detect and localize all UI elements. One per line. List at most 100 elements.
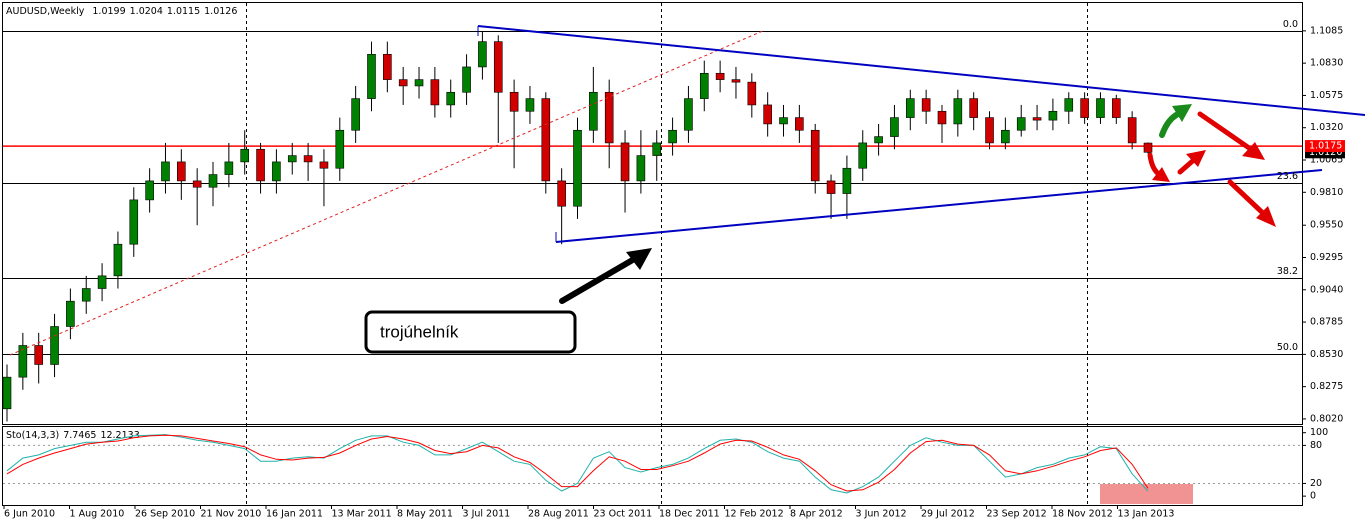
candle-body	[557, 180, 566, 207]
x-tick-label: 23 Oct 2011	[594, 509, 653, 520]
candle-body	[1143, 142, 1153, 153]
candle-body	[272, 161, 281, 182]
candle-body	[113, 243, 123, 277]
arrow-down	[1227, 179, 1269, 219]
y-tick-label: 1.0320	[1310, 122, 1343, 133]
main-panel	[2, 2, 1303, 425]
arrow-down-head	[1242, 142, 1265, 160]
indicator-header: Sto(14,3,3) 7.7465 12.2133	[6, 430, 140, 441]
arrow-down	[1197, 111, 1255, 153]
x-tick-label: 21 Nov 2010	[201, 509, 262, 520]
fib-label: 23.6	[1277, 171, 1298, 182]
indicator-tick-label: 80	[1310, 440, 1322, 451]
y-tick-label: 0.9810	[1310, 187, 1343, 198]
indicator-tick-label: 100	[1310, 427, 1328, 438]
candle-body	[18, 345, 28, 378]
candle-body	[367, 53, 376, 99]
candle-body	[874, 136, 883, 144]
candle-body	[1032, 117, 1042, 121]
candle-body	[50, 326, 59, 365]
candle-body	[335, 129, 345, 169]
candle-body	[668, 129, 677, 144]
y-tick-label: 1.0575	[1310, 90, 1343, 101]
candle-body	[589, 91, 598, 131]
candle-body	[1048, 110, 1058, 121]
candle-body	[699, 72, 709, 99]
candle-body	[303, 155, 313, 163]
candle-body	[414, 79, 424, 87]
candle-body	[890, 117, 899, 137]
low: 1.0115	[167, 6, 200, 17]
y-tick-label: 0.8275	[1310, 381, 1343, 392]
main-value: 7.7465	[63, 430, 96, 441]
candle-body	[1112, 98, 1121, 118]
y-tick-label: 0.9040	[1310, 284, 1343, 295]
x-tick-label: 12 Feb 2012	[725, 509, 784, 520]
candle-body	[842, 167, 852, 194]
arrow-down-head	[1256, 206, 1276, 227]
candle-body	[826, 180, 836, 194]
candle-body	[1127, 117, 1137, 144]
x-tick-label: 18 Dec 2011	[659, 509, 720, 520]
candle-body	[256, 148, 265, 182]
candle-body	[985, 117, 994, 144]
indicator-line	[6, 434, 1149, 492]
x-tick-label: 16 Jan 2011	[266, 509, 323, 520]
candle-body	[858, 142, 868, 169]
triangle-upper	[477, 25, 1365, 116]
x-tick-label: 6 Jun 2010	[4, 509, 55, 520]
candle-body	[192, 180, 202, 188]
signal-value: 12.2133	[100, 430, 139, 441]
candle-body	[1064, 98, 1074, 112]
indicator-tick-label: 0	[1310, 491, 1316, 502]
candle-body	[921, 98, 931, 112]
candle-body	[541, 98, 551, 182]
candle-body	[684, 98, 693, 131]
candle-body	[462, 66, 471, 93]
indicator-panel	[2, 426, 1303, 506]
fib-label: 50.0	[1277, 342, 1298, 353]
candle-body	[652, 142, 662, 156]
annotation: trojúhelník	[380, 322, 459, 341]
candle-body	[430, 79, 440, 106]
candle-body	[129, 199, 139, 245]
trend-line	[9, 29, 766, 356]
candle-body	[81, 288, 91, 302]
pointer-arrow	[559, 255, 639, 304]
x-tick-label: 8 May 2011	[397, 509, 453, 520]
candle-body	[1096, 98, 1105, 118]
candle-body	[383, 53, 392, 80]
x-tick-label: 1 Aug 2010	[70, 509, 125, 520]
candle-body	[240, 148, 250, 163]
x-tick-label: 26 Sep 2010	[135, 509, 195, 520]
x-tick-label: 28 Aug 2011	[528, 509, 589, 520]
candle-body	[1001, 129, 1010, 144]
candle-body	[747, 81, 757, 106]
candle-body	[224, 161, 234, 175]
candle-body	[937, 110, 947, 125]
candle-body	[2, 376, 12, 410]
candle-body	[34, 345, 43, 365]
candle-body	[287, 155, 297, 163]
candle-body	[636, 155, 646, 182]
candle-body	[953, 98, 963, 125]
candle-body	[1080, 98, 1089, 118]
arrow-down-head	[1152, 167, 1170, 182]
candle-body	[731, 79, 741, 83]
arrow-up-head	[1172, 104, 1192, 122]
symbol-title: AUDUSD,Weekly	[6, 6, 85, 17]
indicator-title: Sto(14,3,3)	[6, 430, 59, 441]
y-tick-label: 0.8530	[1310, 349, 1343, 360]
last-price-label: 1.0126	[1309, 147, 1342, 158]
candle-body	[715, 72, 725, 80]
candle-body	[97, 275, 107, 289]
indicator-line	[6, 434, 1149, 494]
candle-body	[779, 117, 788, 125]
level-price-box	[1305, 140, 1345, 153]
x-tick-label: 29 Jul 2012	[921, 509, 975, 520]
pointer-arrow-head	[626, 248, 652, 270]
indicator-tick-label: 20	[1310, 478, 1322, 489]
candle-body	[177, 161, 186, 182]
